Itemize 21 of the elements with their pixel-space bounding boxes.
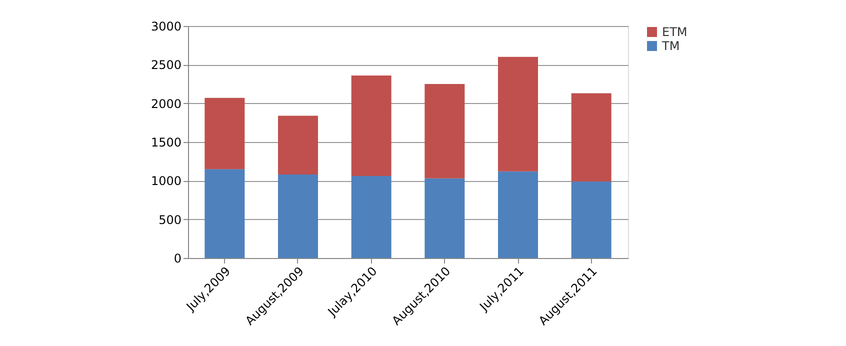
bar: [498, 56, 538, 172]
y-tick-label: 3000: [150, 20, 182, 34]
bar: [498, 171, 538, 258]
y-tick-label: 1000: [150, 174, 182, 188]
bar: [351, 75, 392, 176]
bar: [424, 84, 465, 178]
bar: [571, 93, 612, 182]
legend-label: TM: [661, 39, 680, 53]
bar: [424, 178, 465, 258]
y-tick-label: 1500: [150, 136, 182, 150]
bar: [204, 169, 245, 258]
y-tick-label: 0: [174, 252, 182, 266]
bar: [278, 174, 318, 258]
bar: [351, 176, 392, 258]
bar: [571, 181, 612, 258]
bar: [204, 98, 245, 170]
bar: [278, 116, 318, 174]
y-tick-label: 2500: [150, 58, 182, 72]
y-tick-label: 500: [158, 212, 182, 227]
legend-label: ETM: [662, 25, 688, 39]
y-tick-label: 2000: [150, 96, 182, 111]
